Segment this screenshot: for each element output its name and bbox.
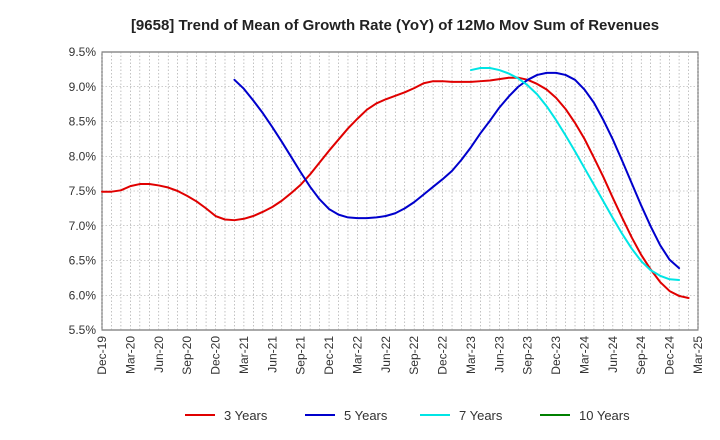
x-tick-label: Jun-22 (379, 336, 393, 373)
y-tick-label: 8.5% (69, 115, 97, 129)
legend: 3 Years 5 Years 7 Years 10 Years (185, 408, 630, 423)
grid-lines (101, 52, 699, 330)
chart-title: [9658] Trend of Mean of Growth Rate (YoY… (131, 17, 659, 34)
legend-label: 5 Years (344, 408, 388, 423)
y-axis: 5.5% 6.0% 6.5% 7.0% 7.5% 8.0% 8.5% 9.0% 9.5% (69, 45, 97, 337)
x-tick-label: Sep-23 (521, 336, 535, 375)
x-tick-label: Mar-21 (237, 336, 251, 374)
x-tick-label: Sep-20 (180, 336, 194, 375)
x-tick-label: Mar-24 (577, 336, 591, 374)
series-line-7-years (469, 66, 681, 281)
x-tick-label: Mar-23 (464, 336, 478, 374)
x-tick-label: Jun-23 (492, 336, 506, 373)
series-line-3-years (101, 76, 690, 300)
y-tick-label: 7.0% (69, 219, 97, 233)
legend-label: 10 Years (579, 408, 630, 423)
x-tick-label: Sep-22 (407, 336, 421, 375)
series-lines (101, 66, 690, 300)
x-tick-label: Mar-20 (123, 336, 137, 374)
y-tick-label: 6.0% (69, 288, 97, 302)
x-tick-label: Dec-22 (436, 336, 450, 375)
x-tick-label: Jun-24 (606, 336, 620, 373)
x-tick-label: Dec-21 (322, 336, 336, 375)
y-tick-label: 9.5% (69, 45, 97, 59)
x-tick-label: Sep-21 (294, 336, 308, 375)
x-tick-label: Mar-25 (691, 336, 705, 374)
x-tick-label: Dec-19 (95, 336, 109, 375)
x-tick-label: Jun-21 (265, 336, 279, 373)
x-tick-label: Jun-20 (152, 336, 166, 373)
x-axis: Dec-19 Mar-20 Jun-20 Sep-20 Dec-20 Mar-21 Jun-… (95, 336, 705, 375)
legend-label: 3 Years (224, 408, 268, 423)
y-tick-label: 9.0% (69, 80, 97, 94)
x-tick-label: Dec-23 (549, 336, 563, 375)
series-line-5-years (233, 71, 681, 270)
y-tick-label: 8.0% (69, 149, 97, 163)
x-tick-label: Dec-24 (663, 336, 677, 375)
x-tick-label: Dec-20 (209, 336, 223, 375)
y-tick-label: 6.5% (69, 254, 97, 268)
y-tick-label: 5.5% (69, 323, 97, 337)
x-tick-label: Mar-22 (350, 336, 364, 374)
y-tick-label: 7.5% (69, 184, 97, 198)
x-tick-label: Sep-24 (634, 336, 648, 375)
legend-label: 7 Years (459, 408, 503, 423)
